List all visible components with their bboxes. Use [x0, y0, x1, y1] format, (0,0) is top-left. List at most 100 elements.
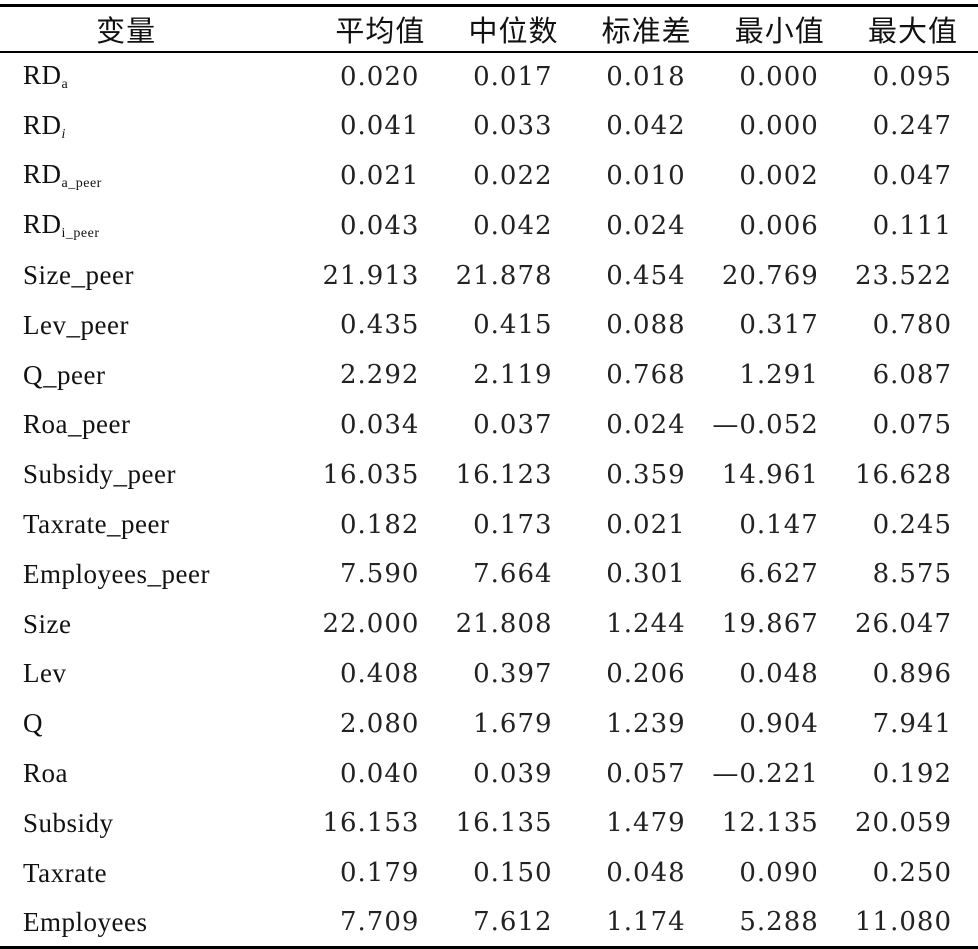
mean-cell: 0.182: [340, 509, 420, 540]
variable-name: Employees_peer: [23, 558, 210, 589]
variable-subscript: a_peer: [61, 176, 102, 192]
median-cell: 0.037: [473, 409, 553, 440]
median-cell: 0.415: [473, 310, 553, 341]
max-cell: 0.247: [872, 111, 952, 142]
table-row: Roa_peer 0.034 0.037 0.024 —0.052 0.075: [0, 400, 978, 450]
table-row: RDi_peer 0.043 0.042 0.024 0.006 0.111: [0, 201, 978, 251]
median-cell: 0.033: [473, 111, 553, 142]
variable-name-cell: Taxrate_peer: [0, 500, 312, 550]
std-dev-cell: 1.479: [606, 808, 686, 839]
table-row: Employees 7.709 7.612 1.174 5.288 11.080: [0, 898, 978, 949]
table-row: Roa 0.040 0.039 0.057 —0.221 0.192: [0, 749, 978, 799]
std-dev-cell: 0.057: [606, 758, 686, 789]
median-cell: 21.808: [455, 609, 553, 640]
std-dev-cell: 0.301: [606, 559, 686, 590]
max-cell: 0.245: [872, 509, 952, 540]
mean-cell: 2.292: [340, 360, 420, 391]
std-dev-cell: 1.174: [578, 898, 712, 949]
min-cell: 0.904: [739, 708, 819, 739]
min-cell: 1.291: [739, 360, 819, 391]
min-cell: 0.000: [739, 111, 819, 142]
mean-cell: 0.021: [340, 160, 420, 191]
table-row: Lev 0.408 0.397 0.206 0.048 0.896: [0, 649, 978, 699]
table-row: Q_peer 2.292 2.119 0.768 1.291 6.087: [0, 350, 978, 400]
median-cell: 1.679: [473, 708, 553, 739]
table-row: Size 22.000 21.808 1.244 19.867 26.047: [0, 599, 978, 649]
variable-name-cell: Roa_peer: [0, 400, 312, 450]
std-dev-cell: 0.454: [606, 260, 686, 291]
table-row: Size_peer 21.913 21.878 0.454 20.769 23.522: [0, 251, 978, 301]
min-cell: 19.867: [721, 609, 819, 640]
variable-name-cell: RDi: [0, 101, 312, 151]
max-cell: 6.087: [872, 360, 952, 391]
variable-name: RD: [23, 209, 62, 240]
table-body: RDa 0.020 0.017 0.018 0.000 0.095 RDi 0.041 0.03…: [0, 52, 978, 949]
max-cell: 0.111: [872, 210, 952, 241]
mean-cell: 0.179: [340, 858, 420, 889]
mean-cell: 7.590: [340, 559, 420, 590]
table-row: Employees_peer 7.590 7.664 0.301 6.627 8.575: [0, 549, 978, 599]
std-dev-cell: 0.042: [606, 111, 686, 142]
std-dev-cell: 1.244: [606, 609, 686, 640]
median-cell: 2.119: [473, 360, 553, 391]
max-cell: 23.522: [855, 260, 952, 291]
variable-name: Subsidy: [23, 807, 114, 838]
variable-name-cell: RDa_peer: [0, 151, 312, 201]
std-dev-cell: 0.018: [606, 61, 686, 92]
min-cell: —0.052: [712, 409, 819, 440]
variable-name: Taxrate: [23, 857, 108, 888]
std-dev-cell: 1.239: [606, 708, 686, 739]
variable-name: Subsidy_peer: [23, 459, 176, 490]
mean-cell: 2.080: [340, 708, 420, 739]
median-cell: 0.173: [473, 509, 553, 540]
std-dev-cell: 0.768: [606, 360, 686, 391]
mean-cell: 0.435: [340, 310, 420, 341]
variable-subscript: i_peer: [61, 226, 100, 242]
variable-name-cell: Size: [0, 599, 312, 649]
max-cell: 8.575: [872, 559, 952, 590]
max-cell: 20.059: [855, 808, 952, 839]
table-row: RDa 0.020 0.017 0.018 0.000 0.095: [0, 52, 978, 102]
mean-cell: 0.040: [340, 758, 420, 789]
variable-name: Taxrate_peer: [23, 509, 170, 540]
variable-name: RD: [23, 159, 62, 190]
median-cell: 7.664: [473, 559, 553, 590]
max-cell: 0.095: [872, 61, 952, 92]
median-cell: 0.042: [473, 210, 553, 241]
median-cell: 0.150: [473, 858, 553, 889]
median-cell: 16.135: [455, 808, 553, 839]
min-cell: 12.135: [721, 808, 819, 839]
median-cell: 16.123: [455, 459, 553, 490]
variable-name-cell: Size_peer: [0, 251, 312, 301]
header-mean: 平均值: [312, 4, 446, 53]
table-row: RDi 0.041 0.033 0.042 0.000 0.247: [0, 101, 978, 151]
table-header: 变量 平均值 中位数 标准差 最小值 最大值: [0, 4, 978, 53]
max-cell: 0.047: [872, 160, 952, 191]
table-row: Subsidy_peer 16.035 16.123 0.359 14.961 16.62…: [0, 450, 978, 500]
max-cell: 16.628: [855, 459, 952, 490]
variable-name-cell: Q_peer: [0, 350, 312, 400]
min-cell: —0.221: [712, 758, 819, 789]
min-cell: 0.006: [739, 210, 819, 241]
variable-name: Employees: [23, 906, 148, 937]
table-row: Taxrate_peer 0.182 0.173 0.021 0.147 0.245: [0, 500, 978, 550]
max-cell: 0.896: [872, 658, 952, 689]
mean-cell: 0.020: [340, 61, 420, 92]
header-max: 最大值: [844, 4, 978, 53]
min-cell: 0.000: [739, 61, 819, 92]
std-dev-cell: 0.359: [606, 459, 686, 490]
variable-name: Size: [23, 608, 72, 639]
min-cell: 6.627: [739, 559, 819, 590]
mean-cell: 16.035: [322, 459, 420, 490]
header-row: 变量 平均值 中位数 标准差 最小值 最大值: [0, 4, 978, 53]
max-cell: 11.080: [844, 898, 978, 949]
mean-cell: 22.000: [322, 609, 420, 640]
variable-name-cell: Subsidy_peer: [0, 450, 312, 500]
max-cell: 0.075: [872, 409, 952, 440]
min-cell: 0.002: [739, 160, 819, 191]
table-row: Taxrate 0.179 0.150 0.048 0.090 0.250: [0, 848, 978, 898]
variable-subscript: a: [61, 77, 69, 93]
std-dev-cell: 0.024: [606, 210, 686, 241]
mean-cell: 21.913: [322, 260, 420, 291]
max-cell: 0.192: [872, 758, 952, 789]
